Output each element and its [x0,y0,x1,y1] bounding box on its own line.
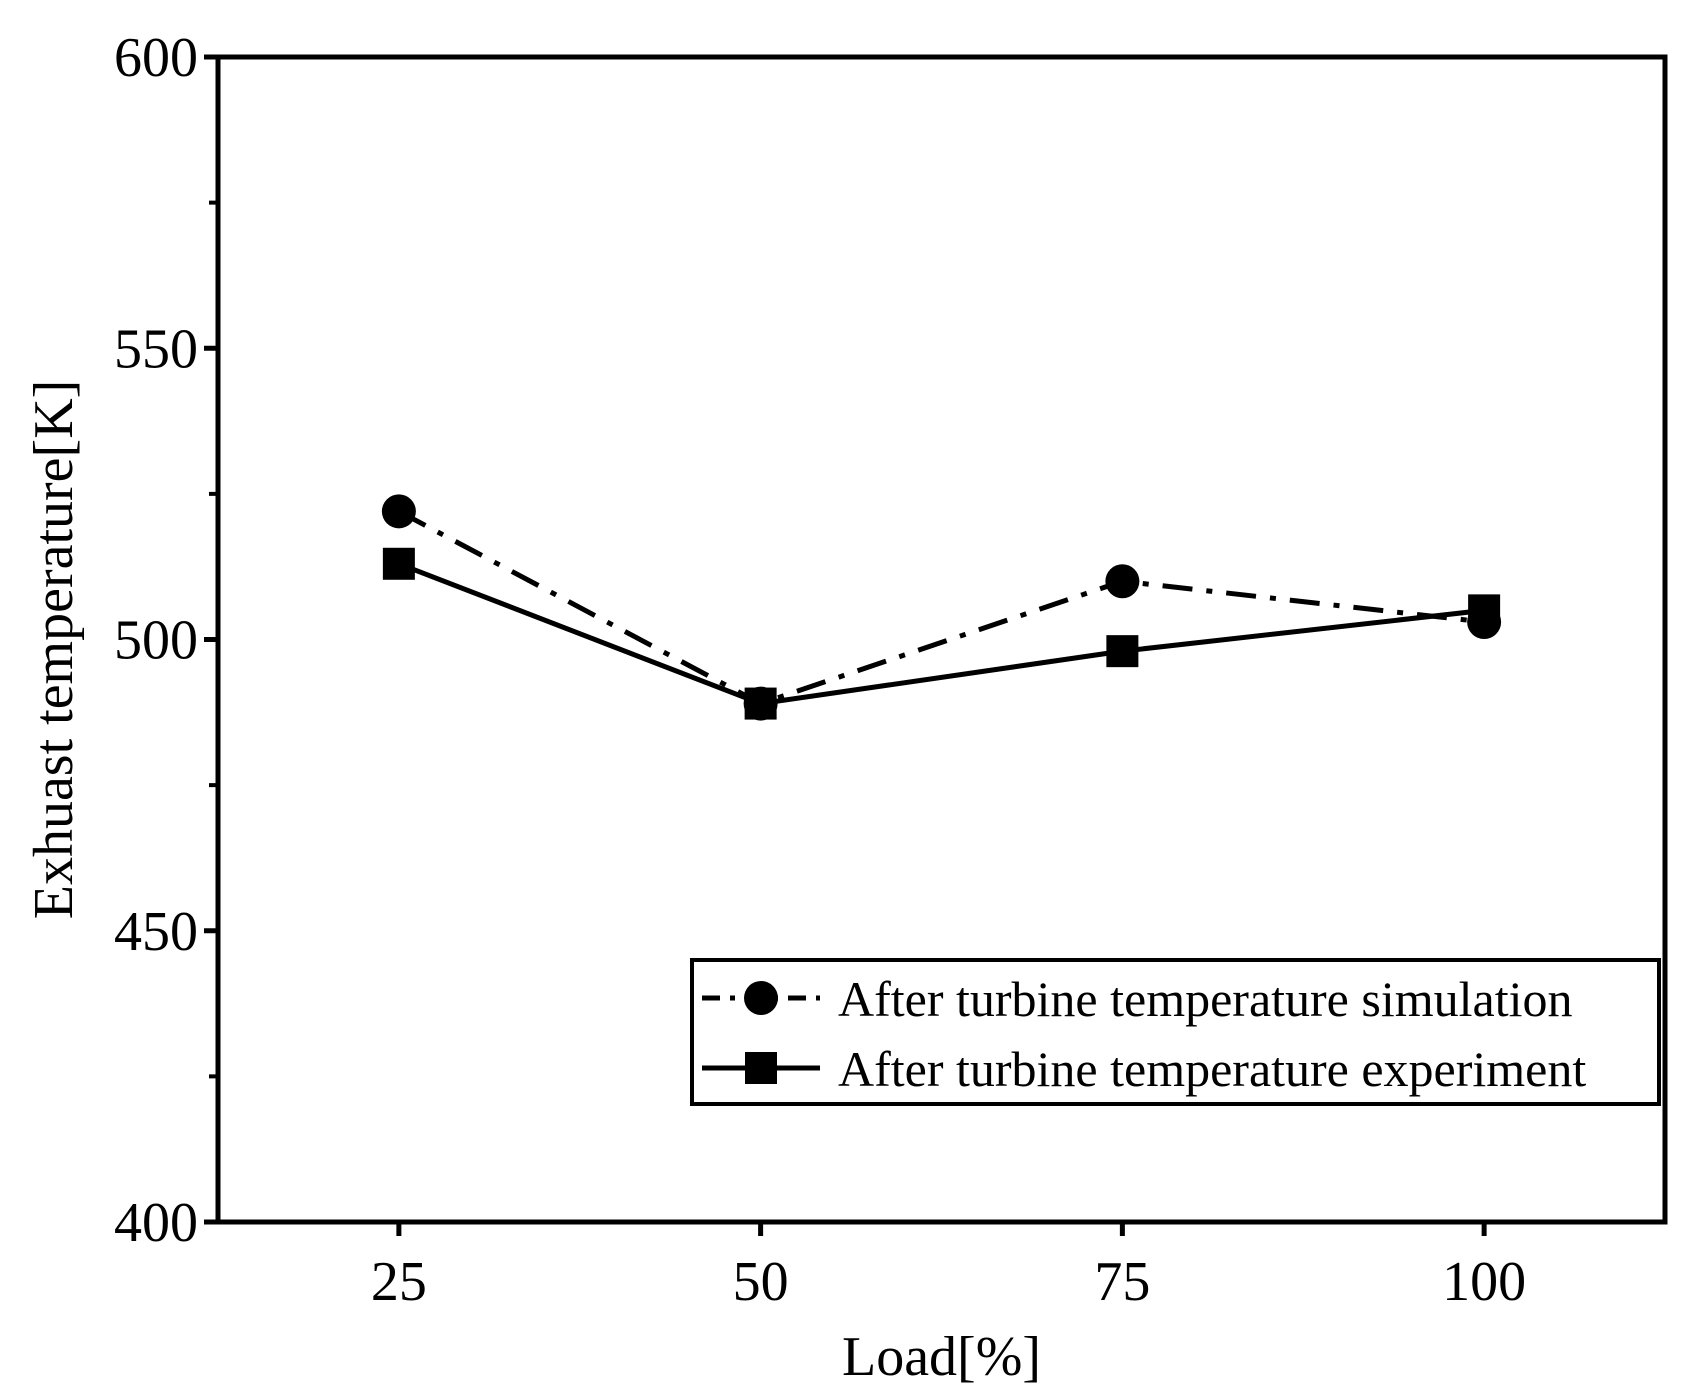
legend-label-1: After turbine temperature experiment [838,1041,1586,1097]
legend: After turbine temperature simulation Afte… [690,958,1661,1106]
series-1-point-100 [1468,594,1501,627]
y-tick-label-400: 400 [114,1192,198,1254]
legend-item-0: After turbine temperature simulation [702,971,1572,1027]
y-tick-label-500: 500 [114,610,198,672]
x-tick-label-25: 25 [371,1251,427,1313]
y-axis-title: Exhuast temperature[K] [23,380,85,920]
series-line-0 [397,509,1485,707]
tick-labels: 400 450 500 550 600 25 50 75 100 [114,27,1526,1313]
series-1-point-75 [1106,635,1139,668]
legend-item-1: After turbine temperature experiment [702,1041,1586,1097]
y-tick-label-450: 450 [114,901,198,963]
series-1 [382,547,1501,720]
series-line-1 [397,561,1485,707]
x-tick-label-50: 50 [733,1251,789,1313]
y-tick-label-600: 600 [114,27,198,89]
series-1-point-50 [744,687,777,720]
x-axis-title: Load[%] [842,1326,1041,1388]
y-tick-label-550: 550 [114,318,198,380]
legend-marker-0 [744,981,778,1015]
series-0-point-75 [1105,564,1140,599]
legend-box [690,958,1661,1106]
plot-area-frame [215,54,1668,1225]
x-tick-label-75: 75 [1094,1251,1150,1313]
legend-label-0: After turbine temperature simulation [838,971,1572,1027]
series-0-point-25 [381,494,416,529]
series-layer [381,494,1502,721]
x-tick-label-100: 100 [1442,1251,1526,1313]
legend-marker-1 [745,1052,777,1084]
series-1-point-25 [382,547,415,580]
